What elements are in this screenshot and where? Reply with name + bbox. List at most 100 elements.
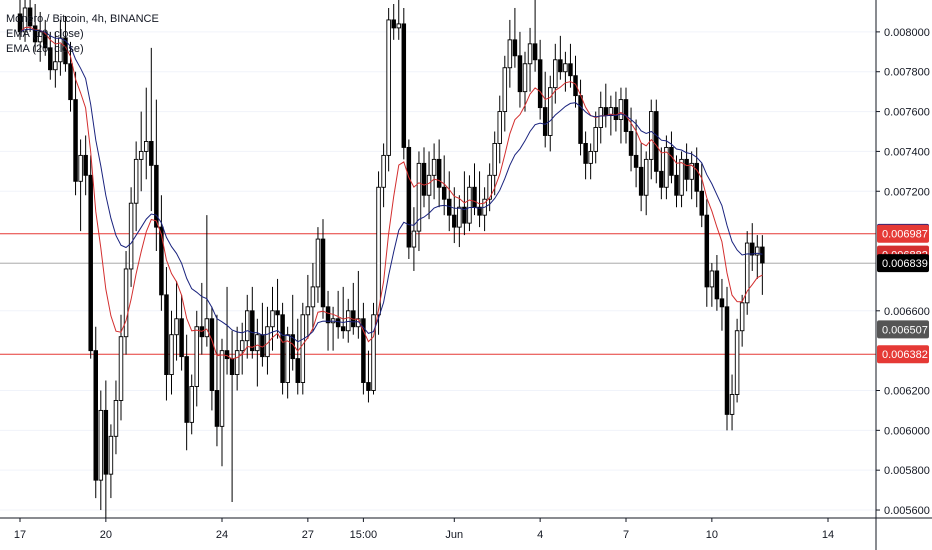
candle-body-down (462, 206, 467, 224)
candle-body-up (371, 314, 376, 391)
price-label-text: 0.006987 (882, 229, 928, 241)
x-tick-label: 7 (623, 529, 629, 541)
candle-body-down (83, 154, 88, 176)
price-label-box (877, 224, 929, 243)
candle-body-up (315, 238, 321, 288)
x-tick-label: 4 (537, 529, 543, 541)
candle-body-down (73, 99, 78, 182)
candle-body-up (255, 334, 260, 352)
time-axis[interactable]: 17 20 24 27 15:00 Jun 4 7 10 14 (0, 517, 932, 541)
candle-body-up (739, 302, 745, 332)
candle-body-up (285, 334, 290, 383)
candle-body-up (734, 330, 740, 395)
candle-body-up (502, 67, 508, 113)
candle-body-down (512, 39, 518, 57)
candle-body-down (401, 23, 407, 148)
candle-body-up (78, 154, 83, 182)
price-label-box (877, 345, 929, 364)
y-tick-label: 0.006600 (884, 306, 930, 318)
candle-body-down (628, 131, 634, 156)
candle-body-down (578, 95, 583, 144)
candle-body-down (295, 358, 301, 383)
candle-body-up (58, 37, 63, 63)
candle-body-down (214, 390, 220, 427)
y-tick-label: 0.005800 (884, 465, 930, 477)
candle-body-up (270, 310, 275, 328)
candle-body-up (143, 141, 149, 152)
candle-body-up (689, 162, 694, 180)
candle-body-up (118, 336, 124, 401)
candle-body-up (194, 326, 199, 387)
candle-body-down (229, 358, 235, 376)
candle-body-up (346, 310, 351, 332)
candle-body-up (507, 39, 513, 69)
y-tick-label: 0.008000 (884, 27, 930, 39)
y-tick-label: 0.005600 (884, 505, 930, 517)
candle-body-down (568, 63, 573, 77)
candle-body-down (361, 318, 366, 383)
candle-body-up (244, 310, 250, 342)
candle-body-up (497, 111, 503, 144)
price-label-box (877, 320, 929, 339)
candle-body-down (93, 350, 98, 481)
candle-body-down (669, 146, 674, 176)
candle-body-down (699, 190, 705, 216)
candle-body-up (169, 334, 174, 376)
candle-body-down (694, 162, 699, 192)
candle-body-up (22, 7, 28, 33)
candle-body-up (431, 158, 437, 176)
candle-body-up (457, 206, 462, 228)
candle-body-up (709, 270, 715, 288)
candle-body-down (558, 59, 563, 73)
candle-body-down (275, 310, 280, 316)
candle-body-up (492, 142, 497, 176)
candle-body-up (396, 23, 402, 29)
candle-body-up (37, 31, 43, 43)
candle-body-up (123, 268, 129, 338)
candle-body-down (149, 141, 154, 166)
candle-body-down (209, 318, 215, 391)
candle-body-down (421, 162, 427, 196)
candle-body-up (664, 146, 669, 188)
candle-body-up (376, 186, 381, 316)
candle-body-up (174, 318, 179, 336)
y-tick-label: 0.007200 (884, 186, 930, 198)
x-tick-label: 15:00 (350, 529, 378, 541)
candle-body-down (719, 298, 725, 308)
candle-body-down (659, 170, 664, 188)
candle-body-down (583, 142, 588, 164)
candle-body-up (386, 19, 391, 156)
candle-body-up (598, 107, 604, 128)
x-tick-label: 17 (14, 529, 26, 541)
candle-body-up (133, 158, 139, 204)
candle-body-up (588, 150, 593, 164)
candle-body-down (17, 13, 23, 33)
candle-body-down (27, 7, 33, 27)
candle-body-up (108, 435, 114, 475)
candle-body-up (234, 350, 240, 376)
candles (17, 0, 765, 518)
candle-body-down (517, 55, 523, 93)
candle-body-down (704, 214, 710, 288)
candle-body-up (593, 127, 598, 152)
candle-body-down (654, 111, 659, 172)
price-label-box (877, 254, 929, 273)
price-label-text: 0.006839 (882, 258, 928, 270)
candle-body-up (649, 111, 654, 160)
ema-20-line (19, 28, 763, 343)
candle-body-up (128, 202, 134, 270)
candle-body-down (179, 318, 184, 358)
candle-body-up (113, 400, 119, 437)
candle-body-up (487, 174, 492, 200)
candle-body-up (310, 286, 316, 308)
x-tick-label: 10 (706, 529, 718, 541)
candle-body-up (411, 230, 417, 248)
candle-body-up (416, 162, 422, 232)
price-axis[interactable]: 0.005600 0.005800 0.006000 0.006200 0.006600… (875, 0, 930, 550)
candle-body-down (103, 409, 109, 475)
candle-body-down (164, 294, 169, 376)
x-tick-label: 14 (822, 529, 834, 541)
